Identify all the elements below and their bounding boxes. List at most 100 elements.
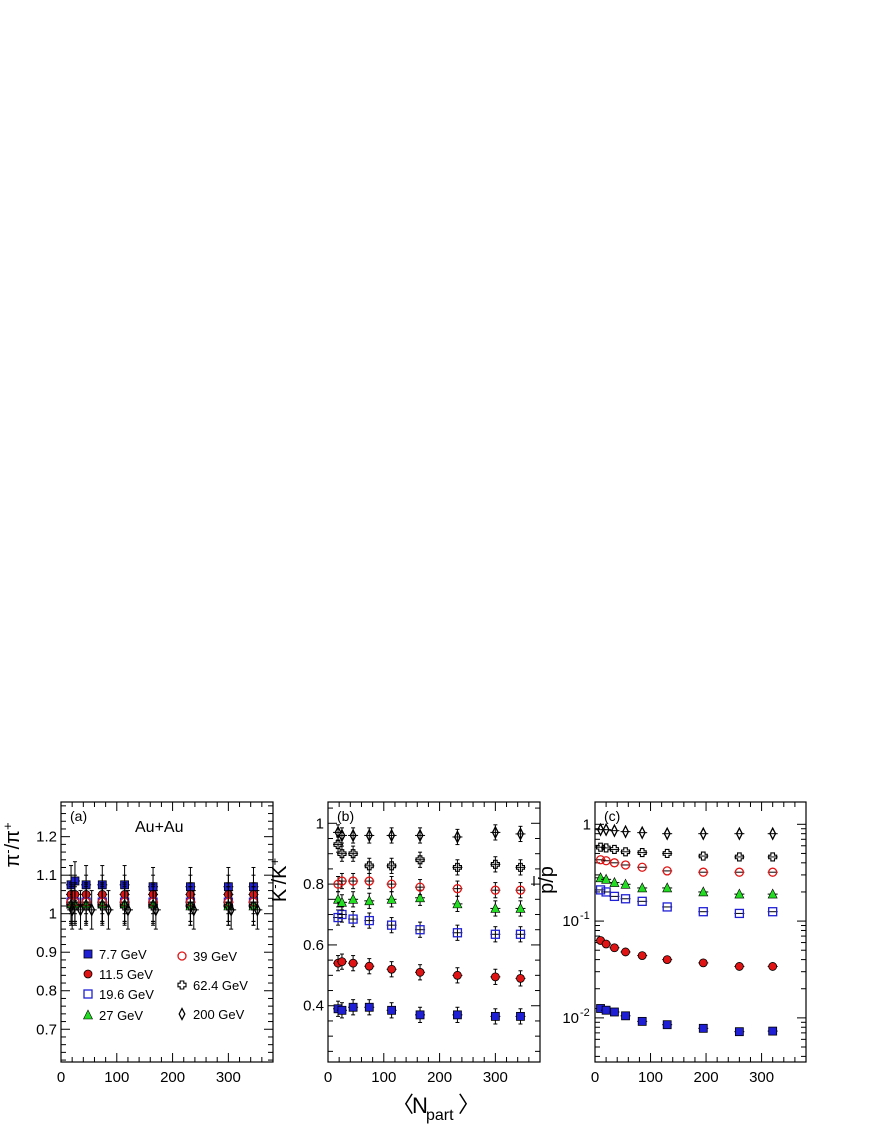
data-point	[190, 902, 198, 917]
y-tick-label-exponent: -1	[580, 910, 590, 922]
data-point	[698, 886, 709, 897]
data-point	[415, 925, 425, 935]
data-point	[76, 902, 85, 917]
data-point	[609, 844, 619, 854]
series-5	[333, 836, 526, 876]
data-point	[490, 885, 501, 895]
data-point	[452, 884, 463, 894]
x-tick-label: 0	[57, 1069, 65, 1086]
data-point	[601, 939, 611, 949]
data-point	[698, 867, 708, 877]
data-point	[364, 876, 374, 886]
data-point	[620, 878, 631, 889]
x-tick-label: 100	[371, 1069, 396, 1086]
data-point	[387, 861, 397, 871]
legend-label: 39 GeV	[193, 949, 237, 964]
data-point	[88, 902, 96, 917]
data-point	[662, 902, 672, 912]
data-point	[602, 822, 610, 837]
data-point	[609, 858, 620, 868]
series-1	[595, 936, 778, 971]
data-point	[337, 849, 347, 859]
x-tick-label: 100	[104, 1069, 129, 1086]
y-axis-title-part: /K	[269, 865, 291, 885]
data-point	[767, 888, 778, 899]
data-point	[637, 896, 647, 906]
x-tick-label: 300	[749, 1069, 774, 1086]
data-point	[365, 828, 373, 843]
data-point	[698, 1023, 708, 1033]
data-point	[387, 1005, 397, 1015]
data-point	[637, 1016, 647, 1026]
x-tick-label: 300	[483, 1069, 508, 1086]
data-point	[662, 866, 672, 876]
data-point	[348, 893, 359, 904]
y-tick-label: 1	[583, 816, 591, 833]
data-point	[596, 842, 606, 852]
data-point	[453, 1010, 462, 1020]
series-4	[333, 872, 526, 899]
data-point	[416, 828, 424, 843]
data-point	[610, 1007, 619, 1017]
legend-item: 200 GeV	[178, 1007, 245, 1022]
data-point	[734, 1027, 744, 1037]
y-tick-label: 1.1	[36, 867, 57, 884]
data-point	[364, 1002, 374, 1012]
data-point	[349, 828, 357, 843]
data-point	[601, 843, 611, 853]
y-tick-label: 0.8	[303, 876, 324, 893]
legend-item: 62.4 GeV	[177, 978, 248, 993]
data-point	[637, 848, 647, 858]
legend-marker	[177, 980, 187, 990]
legend-item: 27 GeV	[83, 1008, 143, 1023]
series-0	[333, 999, 526, 1025]
legend-marker	[83, 949, 93, 959]
data-point	[516, 1011, 525, 1021]
data-point	[734, 908, 745, 919]
data-point	[609, 891, 620, 902]
data-point	[601, 873, 612, 884]
series-0	[595, 1004, 778, 1037]
data-point	[491, 825, 499, 840]
panel-b: 0 100 200 300 0.4 0.6 0.8 1 (b) K-/K+	[267, 801, 541, 1086]
data-point	[388, 828, 396, 843]
data-point	[337, 876, 347, 886]
x-axis-title-main: N	[412, 1093, 428, 1118]
annotation: Au+Au	[135, 819, 183, 836]
data-point	[768, 907, 778, 917]
legend-item: 11.5 GeV	[83, 967, 153, 982]
legend-label: 62.4 GeV	[193, 978, 248, 993]
data-point	[516, 826, 525, 841]
data-point	[348, 876, 358, 886]
x-tick-label: 200	[160, 1069, 185, 1086]
y-tick-label-exponent: -2	[580, 1007, 590, 1019]
data-point	[490, 859, 500, 869]
y-axis-title-superscript: -	[267, 884, 282, 888]
x-axis-title: 〈 N part 〉	[392, 1092, 480, 1124]
panel-label: (b)	[337, 808, 354, 824]
legend-label: 19.6 GeV	[99, 987, 154, 1002]
data-point	[734, 852, 744, 862]
data-point	[490, 929, 501, 939]
data-point	[638, 825, 646, 840]
series-6	[595, 822, 778, 841]
data-point	[735, 826, 743, 841]
data-point	[621, 1011, 630, 1021]
legend-item: 19.6 GeV	[83, 987, 154, 1002]
data-point	[348, 958, 358, 968]
data-point	[104, 902, 112, 917]
data-point	[490, 902, 501, 913]
plot-frame	[327, 801, 541, 1063]
data-point	[516, 973, 525, 983]
y-axis-title-part: K	[269, 888, 291, 902]
data-point	[453, 830, 461, 844]
data-point	[152, 902, 160, 917]
data-point	[621, 947, 630, 957]
data-point	[734, 888, 745, 899]
data-point	[338, 828, 346, 843]
plot-frame	[594, 801, 807, 1063]
data-point	[364, 861, 374, 871]
legend-label: 11.5 GeV	[99, 967, 153, 982]
data-point	[734, 962, 744, 971]
